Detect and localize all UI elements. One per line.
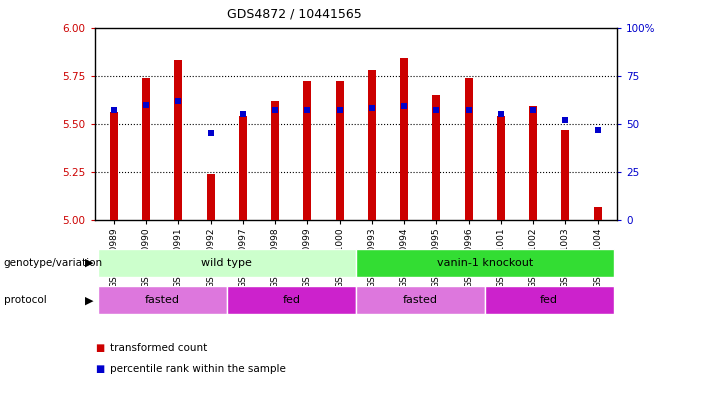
Text: ■: ■	[95, 364, 104, 375]
Point	[430, 107, 442, 114]
Text: ▶: ▶	[85, 258, 93, 268]
Bar	[562, 130, 569, 220]
Bar	[497, 116, 505, 220]
Text: fasted: fasted	[403, 295, 437, 305]
Bar	[142, 77, 150, 220]
Point	[205, 130, 217, 136]
Text: ■: ■	[95, 343, 104, 353]
Point	[270, 107, 281, 114]
Point	[559, 117, 571, 123]
Text: fasted: fasted	[145, 295, 180, 305]
Bar	[207, 174, 215, 220]
Text: transformed count: transformed count	[110, 343, 207, 353]
Bar	[465, 77, 472, 220]
Text: protocol: protocol	[4, 295, 46, 305]
Point	[366, 105, 377, 112]
Bar	[304, 81, 311, 220]
Point	[334, 107, 346, 114]
Point	[302, 107, 313, 114]
Point	[238, 111, 249, 118]
Point	[173, 97, 184, 104]
Bar	[110, 112, 118, 220]
Bar	[227, 286, 356, 314]
Bar	[356, 249, 613, 277]
Text: genotype/variation: genotype/variation	[4, 258, 102, 268]
Text: percentile rank within the sample: percentile rank within the sample	[110, 364, 286, 375]
Text: GDS4872 / 10441565: GDS4872 / 10441565	[227, 8, 362, 21]
Text: wild type: wild type	[201, 258, 252, 268]
Text: vanin-1 knockout: vanin-1 knockout	[437, 258, 533, 268]
Point	[527, 107, 538, 114]
Bar	[356, 286, 484, 314]
Bar	[400, 58, 408, 220]
Text: fed: fed	[283, 295, 300, 305]
Point	[109, 107, 120, 114]
Bar	[433, 95, 440, 220]
Point	[398, 103, 409, 110]
Bar	[271, 101, 279, 220]
Text: fed: fed	[540, 295, 558, 305]
Bar	[175, 60, 182, 220]
Text: ▶: ▶	[85, 295, 93, 305]
Bar	[484, 286, 613, 314]
Bar	[98, 249, 356, 277]
Bar	[594, 207, 601, 220]
Point	[141, 101, 152, 108]
Bar	[336, 81, 343, 220]
Point	[463, 107, 474, 114]
Bar	[239, 116, 247, 220]
Point	[495, 111, 506, 118]
Point	[592, 127, 603, 133]
Bar	[529, 107, 537, 220]
Bar	[368, 70, 376, 220]
Bar	[98, 286, 227, 314]
